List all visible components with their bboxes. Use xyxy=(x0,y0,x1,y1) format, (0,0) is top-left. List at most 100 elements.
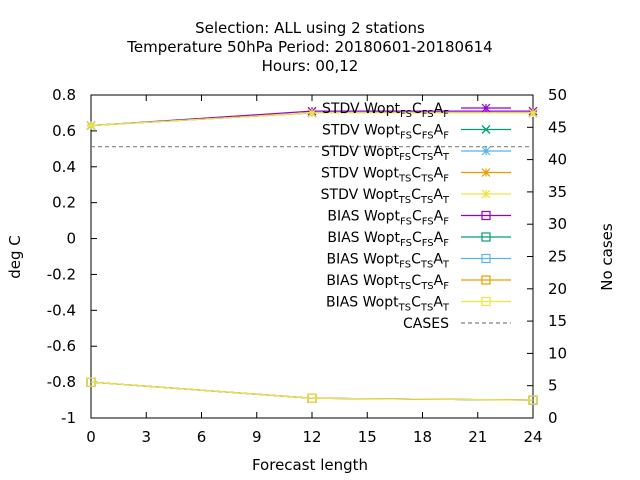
legend-sub2: FS xyxy=(422,109,434,120)
legend-sub1: FS xyxy=(400,131,412,142)
legend-letter-c: C xyxy=(412,123,422,139)
y2-tick-label: 50 xyxy=(548,86,567,104)
legend-label: STDV WoptFSCTSAT xyxy=(321,144,450,163)
series-line-7 xyxy=(90,381,534,401)
y2-tick-label: 35 xyxy=(548,183,567,201)
y-tick-label: -0.2 xyxy=(47,265,76,283)
legend-entry: BIAS WoptFSCFSAF xyxy=(327,230,511,249)
legend-prefix: BIAS Wopt xyxy=(326,273,399,289)
x-axis-label: Forecast length xyxy=(252,456,368,474)
series-line-5 xyxy=(90,381,534,401)
x-tick-label: 0 xyxy=(86,428,96,446)
x-tick-label: 24 xyxy=(523,428,542,446)
legend-letter-a: A xyxy=(433,187,443,203)
chart-title-line1: Selection: ALL using 2 stations xyxy=(195,19,425,37)
legend-entry: STDV WoptTSCTSAF xyxy=(321,166,511,185)
legend-prefix: BIAS Wopt xyxy=(327,252,400,268)
legend-sub3: F xyxy=(443,281,449,292)
y2-tick-label: 25 xyxy=(548,248,567,266)
x-axis: 0 3 6 9 12 15 18 21 24 xyxy=(86,95,543,446)
chart-title-line3: Hours: 00,12 xyxy=(262,57,359,75)
legend-marker xyxy=(481,146,491,156)
legend-marker xyxy=(481,275,491,285)
legend-prefix: STDV Wopt xyxy=(321,144,399,160)
legend-marker xyxy=(481,296,491,307)
y-tick-label: -1 xyxy=(61,409,76,427)
legend-letter-a: A xyxy=(433,144,443,160)
legend-label: BIAS WoptFSCTSAT xyxy=(327,252,450,271)
legend-entry: BIAS WoptFSCFSAF xyxy=(327,209,511,228)
legend-sub2: FS xyxy=(422,217,434,228)
series-line-9 xyxy=(90,381,534,401)
legend-marker xyxy=(481,253,491,264)
legend-entry: STDV WoptFSCFSAF xyxy=(322,123,511,142)
x-tick-label: 21 xyxy=(468,428,487,446)
series-point-9 xyxy=(86,377,96,387)
legend-sub1: FS xyxy=(400,109,412,120)
series-point-4 xyxy=(528,108,538,118)
y2-axis: 0 5 10 15 20 25 30 35 40 45 50 xyxy=(527,86,567,427)
legend-sub1: TS xyxy=(398,281,411,292)
legend-letter-a: A xyxy=(433,295,443,311)
y2-tick-label: 45 xyxy=(548,118,567,136)
legend-letter-c: C xyxy=(411,252,421,268)
legend-letter-c: C xyxy=(412,101,422,117)
legend-letter-c: C xyxy=(411,166,421,182)
x-tick-label: 6 xyxy=(197,428,207,446)
legend-sub3: T xyxy=(442,303,450,314)
legend-sub1: TS xyxy=(398,174,411,185)
legend-prefix: BIAS Wopt xyxy=(327,209,400,225)
legend-label: BIAS WoptTSCTSAF xyxy=(326,273,449,292)
legend-entry: BIAS WoptFSCTSAT xyxy=(327,252,511,271)
legend-entry: BIAS WoptTSCTSAT xyxy=(326,295,511,314)
legend-prefix: BIAS Wopt xyxy=(327,230,400,246)
legend-prefix: STDV Wopt xyxy=(322,123,400,139)
series-line-6 xyxy=(90,381,534,401)
y-tick-label: 0.6 xyxy=(52,122,76,140)
legend-prefix: STDV Wopt xyxy=(321,166,399,182)
legend-letter-a: A xyxy=(434,101,444,117)
legend-letter-a: A xyxy=(434,209,444,225)
legend-sub2: FS xyxy=(422,131,434,142)
x-tick-label: 18 xyxy=(413,428,432,446)
legend-letter-a: A xyxy=(434,230,444,246)
legend-sub3: F xyxy=(443,238,449,249)
legend-marker xyxy=(481,210,491,221)
legend-entry: STDV WoptFSCTSAT xyxy=(321,144,511,163)
y2-tick-label: 5 xyxy=(548,377,558,395)
y2-tick-label: 15 xyxy=(548,312,567,330)
legend-sub2: TS xyxy=(420,174,433,185)
y-tick-label: -0.4 xyxy=(47,301,76,319)
legend-entry: BIAS WoptTSCTSAF xyxy=(326,273,511,292)
legend-sub1: FS xyxy=(400,238,412,249)
legend-prefix: STDV Wopt xyxy=(321,187,399,203)
legend-letter-a: A xyxy=(434,273,444,289)
x-tick-label: 3 xyxy=(141,428,151,446)
chart-title-line2: Temperature 50hPa Period: 20180601-20180… xyxy=(126,38,492,56)
y-axis-label: deg C xyxy=(6,235,24,279)
x-tick-label: 12 xyxy=(302,428,321,446)
legend-sub2: TS xyxy=(420,281,433,292)
series-point-4 xyxy=(307,108,317,118)
legend-sub2: TS xyxy=(420,152,433,163)
legend-label: STDV WoptFSCFSAF xyxy=(322,101,449,120)
legend-sub2: FS xyxy=(422,238,434,249)
series-layer xyxy=(86,106,538,405)
legend-sub1: FS xyxy=(399,152,411,163)
legend-sub3: T xyxy=(442,260,450,271)
legend-marker xyxy=(481,103,491,113)
y2-tick-label: 40 xyxy=(548,151,567,169)
legend-letter-c: C xyxy=(412,209,422,225)
y-tick-label: -0.6 xyxy=(47,337,76,355)
legend-sub3: F xyxy=(443,217,449,228)
legend-entry: CASES xyxy=(403,316,511,332)
legend-letter-a: A xyxy=(434,166,444,182)
legend-letter-a: A xyxy=(433,252,443,268)
legend-marker xyxy=(481,168,491,177)
legend-sub1: TS xyxy=(398,195,411,206)
legend-sub2: TS xyxy=(420,195,433,206)
series-point-9 xyxy=(528,395,538,405)
legend-letter-c: C xyxy=(412,230,422,246)
